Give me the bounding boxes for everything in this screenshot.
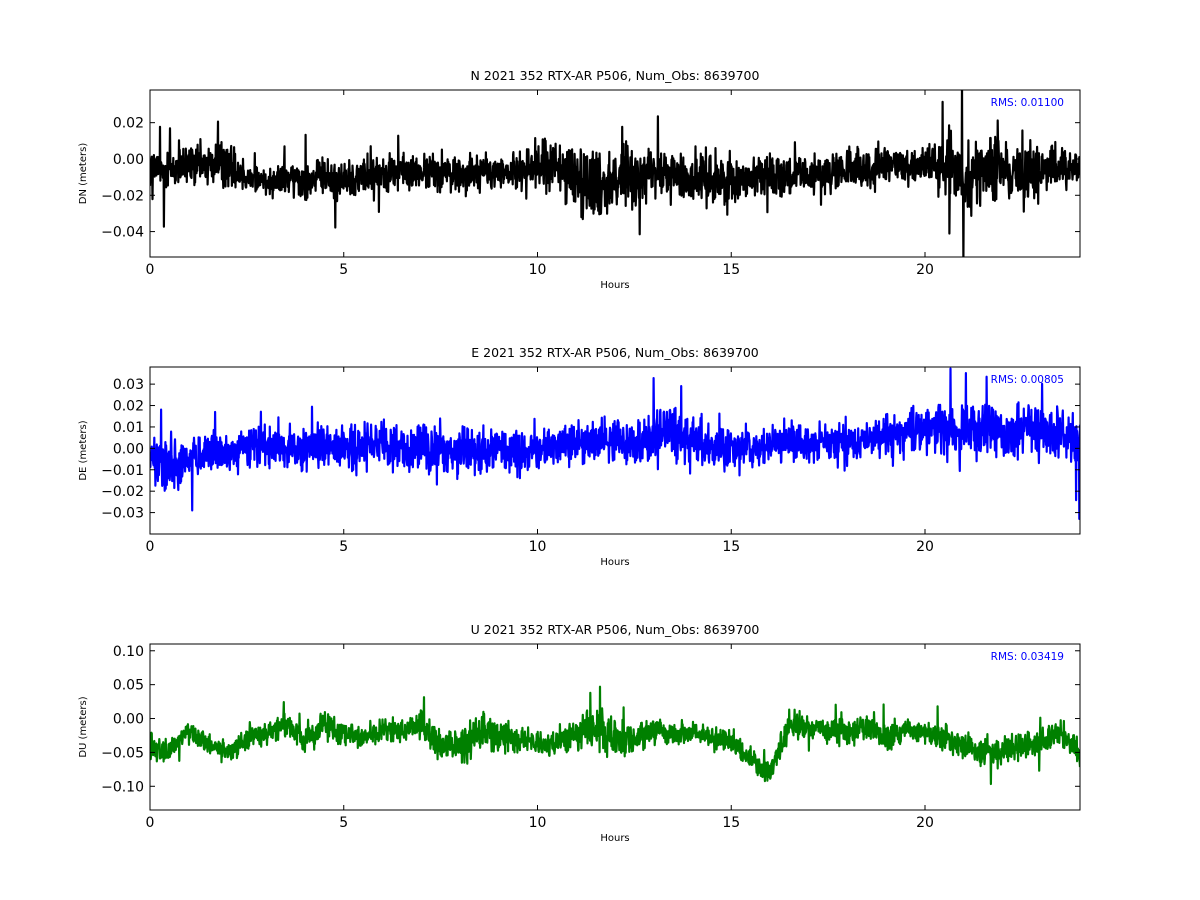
subplot-de: 0 5 10 15 20 0.03 0.02 0.01 0.00 −0.01 −0.02 −0.03 E… bbox=[78, 345, 1081, 568]
subplot-title: U 2021 352 RTX-AR P506, Num_Obs: 8639700 bbox=[471, 622, 760, 637]
y-tick-label: −0.01 bbox=[101, 463, 144, 479]
y-tick-label: 0.05 bbox=[113, 678, 144, 694]
y-axis-label: DU (meters) bbox=[78, 696, 89, 757]
x-tick-label: 15 bbox=[722, 539, 740, 555]
y-tick-label: 0.10 bbox=[113, 644, 144, 660]
x-axis-label: Hours bbox=[600, 280, 629, 291]
y-tick-label: 0.00 bbox=[113, 712, 144, 728]
y-tick-label: 0.00 bbox=[113, 441, 144, 457]
series-line bbox=[150, 367, 1080, 520]
y-axis-label: DN (meters) bbox=[78, 143, 89, 205]
x-axis-label: Hours bbox=[600, 557, 629, 568]
x-tick-label: 5 bbox=[339, 539, 348, 555]
y-tick-label: 0.01 bbox=[113, 420, 144, 436]
subplot-title: E 2021 352 RTX-AR P506, Num_Obs: 8639700 bbox=[471, 345, 759, 360]
x-tick-label: 5 bbox=[339, 815, 348, 831]
axes-frame bbox=[149, 89, 1081, 258]
axes-frame bbox=[149, 366, 1081, 535]
rms-annotation: RMS: 0.01100 bbox=[991, 97, 1064, 109]
y-tick-label: −0.02 bbox=[101, 188, 144, 204]
x-tick-label: 10 bbox=[529, 262, 547, 278]
x-axis-label: Hours bbox=[600, 833, 629, 844]
subplot-dn: 0 5 10 15 20 0.02 0.00 −0.02 −0.04 N 2021 352 RTX… bbox=[78, 68, 1081, 291]
x-tick-label: 20 bbox=[916, 815, 934, 831]
y-tick-label: 0.03 bbox=[113, 377, 144, 393]
rms-annotation: RMS: 0.03419 bbox=[991, 651, 1064, 663]
rms-annotation: RMS: 0.00805 bbox=[991, 374, 1064, 386]
subplot-du: 0 5 10 15 20 0.10 0.05 0.00 −0.05 −0.10 U 2021 352… bbox=[78, 622, 1081, 844]
x-tick-label: 15 bbox=[722, 815, 740, 831]
x-tick-label: 20 bbox=[916, 539, 934, 555]
x-tick-label: 10 bbox=[529, 815, 547, 831]
x-tick-label: 5 bbox=[339, 262, 348, 278]
x-tick-label: 0 bbox=[146, 815, 155, 831]
series-line bbox=[150, 685, 1080, 786]
x-tick-label: 20 bbox=[916, 262, 934, 278]
y-axis-label: DE (meters) bbox=[78, 420, 89, 480]
y-tick-label: −0.05 bbox=[101, 745, 144, 761]
x-tick-label: 10 bbox=[529, 539, 547, 555]
x-tick-label: 15 bbox=[722, 262, 740, 278]
y-tick-label: 0.02 bbox=[113, 116, 144, 132]
y-tick-label: −0.03 bbox=[101, 506, 144, 522]
y-tick-label: −0.10 bbox=[101, 779, 144, 795]
axes-frame bbox=[149, 643, 1081, 811]
x-tick-label: 0 bbox=[146, 262, 155, 278]
y-tick-label: −0.04 bbox=[101, 225, 144, 241]
subplot-title: N 2021 352 RTX-AR P506, Num_Obs: 8639700 bbox=[471, 68, 760, 83]
y-tick-label: 0.02 bbox=[113, 399, 144, 415]
x-tick-label: 0 bbox=[146, 539, 155, 555]
y-tick-label: −0.02 bbox=[101, 484, 144, 500]
y-tick-label: 0.00 bbox=[113, 152, 144, 168]
series-line bbox=[150, 90, 1080, 257]
